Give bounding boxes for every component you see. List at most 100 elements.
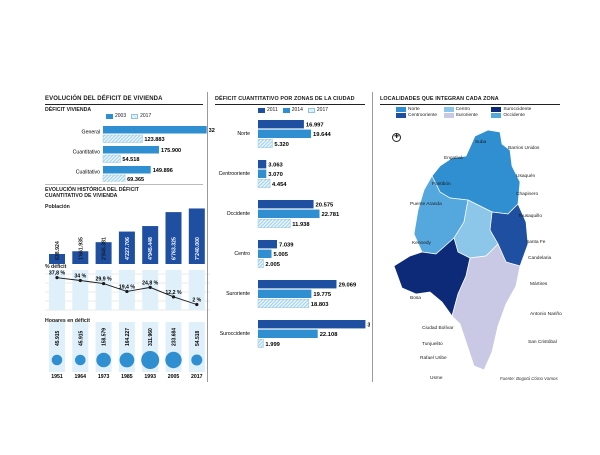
deficit-category-label: General xyxy=(82,130,100,136)
legend-swatch-2003 xyxy=(106,113,113,119)
deficit-bar-2017 xyxy=(102,174,126,182)
legend-swatch-2011 xyxy=(258,107,265,113)
population-section-title: EVOLUCIÓN HISTÓRICA DEL DÉFICIT CUANTITA… xyxy=(45,187,139,199)
pct-point xyxy=(102,281,106,286)
deficit-bar-2003 xyxy=(103,166,151,174)
deficit-bar-2003 xyxy=(103,126,207,134)
year-label: 1985 xyxy=(121,374,133,380)
locality-label: Barrios Unidos xyxy=(508,146,540,151)
legend-label-2017: 2017 xyxy=(140,113,152,119)
zone-value-label: 3.063 xyxy=(268,163,283,169)
zone-bar-2011 xyxy=(258,240,278,249)
map-legend-label: Norte xyxy=(408,107,420,112)
households-bubble xyxy=(191,354,203,366)
pct-value-label: 29,9 % xyxy=(96,277,113,283)
population-value-label: 4'227.706 xyxy=(125,237,131,260)
north-arrow-icon: ✚ xyxy=(392,133,401,142)
zone-value-label: 7.039 xyxy=(279,243,294,249)
pct-deficit-chart: 37,8 % 34 % 29,9 % 19,4 % 24,8 % 12,2 % 2 % xyxy=(45,270,210,311)
deficit-bar-2017 xyxy=(102,154,121,163)
households-bubble xyxy=(74,354,86,366)
locality-label: Tunjuelito xyxy=(422,342,443,347)
pct-value-label: 12,2 % xyxy=(165,290,182,296)
deficit-value-label: 69.365 xyxy=(127,177,144,182)
locality-label: Suba xyxy=(475,140,487,145)
map-panel-title: LOCALIDADES QUE INTEGRAN CADA ZONA xyxy=(380,96,499,102)
zone-value-label: 20.575 xyxy=(316,203,335,209)
zone-bar-2017 xyxy=(257,338,264,348)
legend-swatch-2017-zones xyxy=(307,107,315,113)
zone-value-label: 1.999 xyxy=(265,342,280,348)
locality-label: San Cristóbal xyxy=(528,340,557,345)
map-legend-label: Occidente xyxy=(503,113,525,118)
deficit-vivienda-chart: General 325.796 123.883 Cuantitativo 175.900… xyxy=(73,126,215,182)
population-label: Población xyxy=(45,204,70,210)
population-value-label: 638.924 xyxy=(55,241,61,260)
locality-label: Puente Aranda xyxy=(410,202,442,207)
zone-category-label: Occidente xyxy=(227,211,250,217)
locality-label: Bosa xyxy=(410,296,421,301)
left-mid-rule xyxy=(45,184,203,185)
zone-category-label: Centro xyxy=(234,251,250,257)
zone-bar-2014 xyxy=(258,209,320,218)
deficit-value-label: 54.518 xyxy=(122,157,139,163)
zones-legend: 2011 2014 2017 xyxy=(258,107,328,113)
year-label: 1993 xyxy=(144,374,156,380)
locality-label: Fontibón xyxy=(432,182,451,187)
population-value-label: 4'945.448 xyxy=(148,237,154,260)
map-legend-item: Norte xyxy=(396,107,441,112)
map-legend-item: Suroriente xyxy=(443,113,489,118)
pct-value-label: 37,8 % xyxy=(49,271,66,277)
legend-swatch-2017 xyxy=(131,113,139,119)
zone-value-label: 19.775 xyxy=(313,292,332,298)
deficit-value-label: 123.883 xyxy=(144,137,164,143)
zones-chart: Norte 16.997 19.644 5.320 Centrooriente 3.063… xyxy=(219,120,370,348)
pct-point xyxy=(148,285,152,289)
map-legend: Norte Centro Suroccidente Centrooriente Suro… xyxy=(396,107,536,118)
pct-background-band xyxy=(49,270,65,310)
zone-value-label: 4.454 xyxy=(272,182,287,188)
pct-point xyxy=(125,289,129,294)
deficit-value-label: 175.900 xyxy=(161,148,181,154)
pct-background-band xyxy=(165,270,182,310)
households-value-label: 311.960 xyxy=(148,328,154,346)
deficit-category-label: Cuantitativo xyxy=(73,150,101,156)
population-bar xyxy=(72,251,89,264)
zone-bar-2011 xyxy=(258,280,337,289)
zone-suroriente xyxy=(451,243,521,371)
zone-value-label: 11.938 xyxy=(292,222,310,228)
divider-right xyxy=(372,92,373,382)
zone-category-label: Norte xyxy=(237,131,250,137)
zone-bar-2017 xyxy=(257,178,271,188)
zone-value-label: 18.803 xyxy=(311,302,330,308)
zone-bar-2014 xyxy=(258,129,312,138)
map-legend-label: Suroccidente xyxy=(503,107,532,112)
map-legend-label: Centro xyxy=(455,107,471,112)
population-chart: 638.924 1'661.935 2'845.381 4'227.706 4'945.… xyxy=(49,208,205,264)
households-value-label: 45.915 xyxy=(78,330,84,346)
deficit-legend: 2003 2017 xyxy=(106,113,151,119)
zone-bar-2014 xyxy=(258,329,318,338)
year-label: 1964 xyxy=(75,374,87,380)
locality-label: Chapinero xyxy=(516,192,539,197)
zone-bar-2017 xyxy=(257,298,310,308)
households-value-label: 158.579 xyxy=(102,328,108,346)
map-legend-label: Centrooriente xyxy=(408,113,438,118)
zone-category-label: Suroccidente xyxy=(220,331,250,337)
population-bar xyxy=(188,208,205,264)
left-title-rule xyxy=(45,104,203,105)
population-value-label: 2'845.381 xyxy=(102,237,108,260)
locality-label: Ciudad Bolívar xyxy=(422,326,454,331)
pct-value-label: 24,8 % xyxy=(142,280,159,286)
pct-deficit-label: % déficit xyxy=(45,264,67,270)
zone-bar-2011 xyxy=(258,160,267,169)
map-legend-item: Centro xyxy=(443,107,489,112)
pct-background-band xyxy=(188,270,205,310)
legend-label-2014: 2014 xyxy=(291,107,303,113)
year-label: 2005 xyxy=(168,374,180,380)
map-legend-item: Suroccidente xyxy=(491,107,536,112)
deficit-value-label: 149.896 xyxy=(153,168,173,174)
middle-title-rule xyxy=(215,104,365,105)
divider-left xyxy=(207,92,208,382)
zone-bar-2011 xyxy=(258,320,366,329)
